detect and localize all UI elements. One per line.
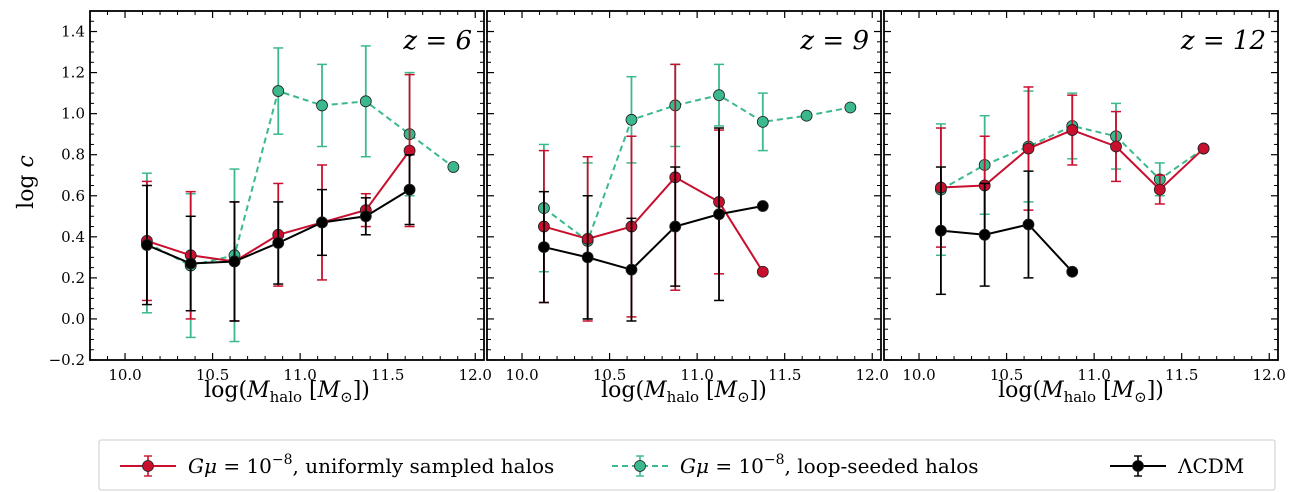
data-point — [713, 208, 725, 221]
series-lcdm — [935, 166, 1079, 296]
series-line — [543, 205, 763, 271]
y-axis-label: log c — [14, 155, 39, 209]
x-tick-label: 12.0 — [1253, 366, 1286, 384]
panel-frame — [89, 10, 485, 361]
data-point — [935, 224, 947, 237]
data-point — [625, 263, 638, 276]
data-point — [669, 220, 682, 233]
panel-1: 10.0 10.5 11.0 11.5 12.0 −0.2 0.0 0.2 0.4 0.6 0.8 1… — [49, 10, 492, 406]
series-line — [543, 94, 851, 243]
data-point — [184, 257, 197, 270]
panel-3: 10.0 10.5 11.0 11.5 12.0 z = 12 log(Mhalo [M⊙]… — [883, 10, 1286, 406]
panel-label: z = 6 — [402, 26, 472, 56]
data-point — [1110, 140, 1122, 153]
data-point — [403, 183, 416, 196]
series-lcdm — [141, 153, 416, 322]
series-lcdm — [538, 127, 769, 322]
series-loop — [538, 63, 857, 320]
x-tick-label: 11.5 — [371, 366, 404, 384]
x-tick-label: 10.0 — [108, 366, 141, 384]
y-tick-label: 1.2 — [61, 64, 85, 82]
panel-frame — [486, 10, 882, 361]
panel-frame — [883, 10, 1279, 361]
legend-marker — [1132, 460, 1144, 472]
data-point — [978, 228, 991, 241]
data-point — [713, 89, 725, 102]
legend-label: Gμ = 10−8, uniformly sampled halos — [188, 452, 554, 478]
data-point — [756, 115, 769, 128]
panel-label: z = 9 — [799, 26, 869, 56]
panel-2: 10.0 10.5 11.0 11.5 12.0 z = 9 log(Mhalo [M⊙]) — [486, 10, 889, 406]
legend-label: Gμ = 10−8, loop-seeded halos — [680, 452, 979, 478]
data-point — [316, 216, 328, 229]
legend-label: ΛCDM — [1177, 454, 1244, 478]
y-tick-label: 1.0 — [61, 105, 85, 123]
data-point — [756, 200, 769, 212]
data-point — [359, 210, 372, 223]
x-tick-label: 10.0 — [505, 366, 538, 384]
data-point — [1066, 124, 1079, 136]
x-tick-label: 11.0 — [283, 366, 316, 384]
y-tick-label: 0.2 — [61, 269, 85, 287]
x-axis-label: log(Mhalo [M⊙]) — [204, 378, 370, 406]
x-tick-label: 10.0 — [902, 366, 935, 384]
x-tick-label: 12.0 — [856, 366, 889, 384]
data-point — [359, 95, 372, 108]
data-point — [800, 109, 813, 122]
y-tick-label: 0.8 — [61, 146, 85, 164]
panels-group: 10.0 10.5 11.0 11.5 12.0 −0.2 0.0 0.2 0.4 0.6 0.8 1… — [49, 10, 1286, 406]
y-tick-label: 0.4 — [61, 228, 85, 246]
x-tick-label: 11.5 — [768, 366, 801, 384]
series-line — [146, 89, 454, 267]
legend-entry-loop: Gμ = 10−8, loop-seeded halos — [612, 452, 979, 478]
x-tick-label: 11.0 — [1077, 366, 1110, 384]
x-tick-label: 11.0 — [680, 366, 713, 384]
panel-label: z = 12 — [1180, 26, 1266, 56]
x-axis-label: log(Mhalo [M⊙]) — [998, 378, 1164, 406]
data-point — [1066, 265, 1079, 278]
x-tick-label: 11.5 — [1165, 366, 1198, 384]
series-line — [543, 176, 764, 273]
y-tick-label: 1.4 — [61, 23, 85, 41]
data-point — [538, 241, 550, 253]
data-point — [844, 101, 857, 114]
legend-marker — [634, 460, 646, 472]
data-point — [272, 85, 285, 97]
legend-entries: Gμ = 10−8, uniformly sampled halos Gμ = 1… — [120, 452, 1244, 478]
y-tick-label: 0.0 — [61, 310, 85, 328]
legend: Gμ = 10−8, uniformly sampled halos Gμ = 1… — [98, 439, 1276, 491]
data-point — [141, 239, 153, 251]
data-point — [756, 265, 769, 278]
data-point — [1197, 142, 1210, 155]
x-axis-label: log(Mhalo [M⊙]) — [601, 378, 767, 406]
y-tick-label: 0.6 — [61, 187, 85, 205]
data-point — [272, 237, 285, 249]
data-point — [447, 161, 460, 173]
series-uniform — [538, 63, 769, 322]
series-uniform — [935, 86, 1210, 248]
data-point — [1153, 183, 1166, 196]
x-tick-label: 12.0 — [459, 366, 492, 384]
data-point — [625, 113, 638, 126]
legend-entry-lcdm: ΛCDM — [1110, 454, 1244, 478]
data-point — [1022, 142, 1035, 155]
legend-marker — [142, 460, 154, 472]
data-point — [228, 255, 241, 268]
x-tick-label: 10.5 — [593, 366, 626, 384]
data-point — [316, 99, 328, 112]
legend-entry-uniform: Gμ = 10−8, uniformly sampled halos — [120, 452, 554, 478]
data-point — [581, 251, 594, 264]
data-point — [1022, 218, 1035, 231]
x-tick-label: 10.5 — [196, 366, 229, 384]
y-tick-label: −0.2 — [49, 351, 85, 369]
series-line — [940, 223, 1073, 273]
legend-frame — [98, 439, 1276, 491]
x-tick-label: 10.5 — [990, 366, 1023, 384]
